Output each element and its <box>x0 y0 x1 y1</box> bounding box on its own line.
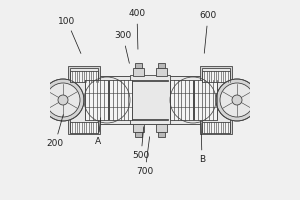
Text: 200: 200 <box>46 115 64 148</box>
Bar <box>202 71 230 82</box>
Bar <box>70 71 98 82</box>
Bar <box>130 75 170 124</box>
Bar <box>156 124 167 132</box>
Bar <box>76 76 224 86</box>
Bar <box>85 80 108 120</box>
Bar <box>194 80 217 120</box>
Bar <box>133 68 144 76</box>
Text: 700: 700 <box>136 137 154 176</box>
Bar <box>158 132 165 137</box>
Bar <box>202 68 230 132</box>
Bar <box>76 114 224 124</box>
Text: B: B <box>199 123 205 164</box>
Bar <box>132 119 168 120</box>
Bar <box>200 66 232 134</box>
Text: 400: 400 <box>128 9 146 49</box>
Circle shape <box>58 95 68 105</box>
Circle shape <box>216 79 258 121</box>
Text: A: A <box>95 118 101 146</box>
Circle shape <box>232 95 242 105</box>
Bar <box>170 80 193 120</box>
Bar <box>132 80 168 81</box>
Bar <box>156 68 167 76</box>
Bar <box>70 122 98 133</box>
Circle shape <box>42 79 84 121</box>
Text: 500: 500 <box>132 127 150 160</box>
Bar <box>135 63 142 68</box>
Bar <box>109 80 132 120</box>
Circle shape <box>46 83 80 117</box>
Bar <box>68 66 100 134</box>
Text: 100: 100 <box>58 17 81 53</box>
Bar <box>80 89 220 111</box>
Circle shape <box>220 83 254 117</box>
Bar <box>76 76 224 124</box>
Bar <box>158 63 165 68</box>
Text: 600: 600 <box>200 11 217 53</box>
Bar <box>70 68 98 132</box>
Bar <box>133 124 144 132</box>
Bar <box>135 132 142 137</box>
Text: 300: 300 <box>114 31 132 63</box>
Bar <box>202 122 230 133</box>
